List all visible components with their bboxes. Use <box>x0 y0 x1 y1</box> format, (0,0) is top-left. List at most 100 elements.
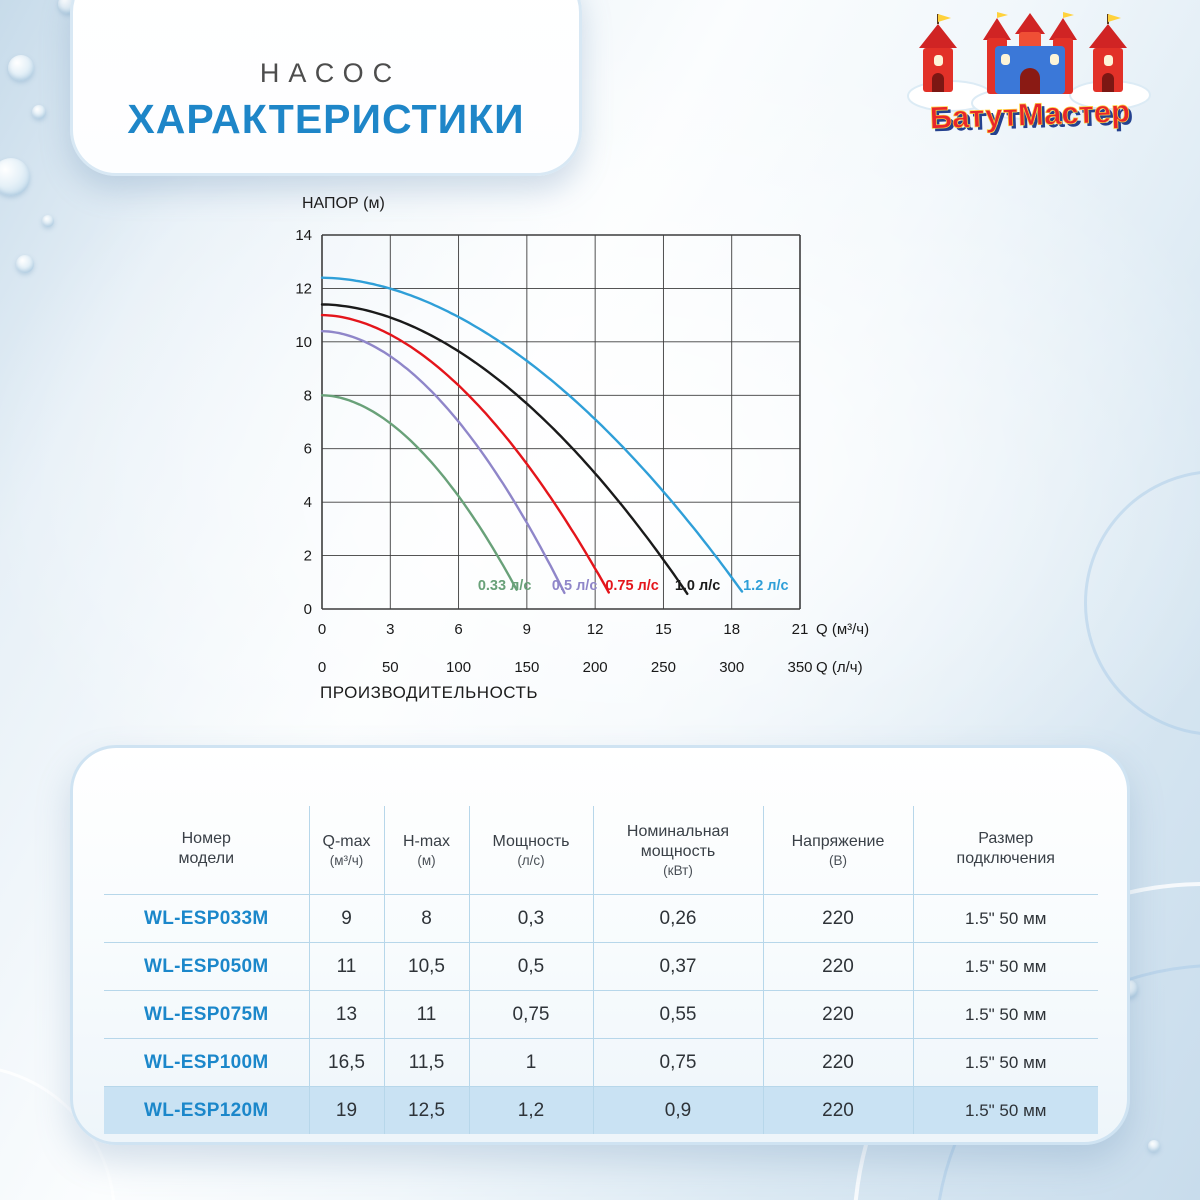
curve-0.5 л/с <box>320 330 566 595</box>
col-header-hmax: H-max (м) <box>384 806 470 895</box>
model-cell: WL-ESP120M <box>104 1086 310 1134</box>
chart-plot-area: 0 2 4 6 8 10 12 14 0 3 6 9 12 15 18 21 0 50 100 150 200 250 30… <box>295 227 869 676</box>
x-tick-label-m3h: 12 <box>587 621 604 638</box>
curve-label: 0.5 л/с <box>552 578 598 594</box>
qmax-cell: 9 <box>309 894 385 943</box>
castle-icon-center <box>983 12 1077 94</box>
header-card: НАСОС ХАРАКТЕРИСТИКИ <box>70 0 582 176</box>
brand-name: БатутМастер <box>929 94 1130 135</box>
hmax-cell: 12,5 <box>384 1086 470 1134</box>
power-cell: 1 <box>469 1038 594 1087</box>
hmax-cell: 8 <box>384 894 470 943</box>
hmax-cell: 11 <box>384 990 470 1039</box>
x-tick-label-m3h: 3 <box>386 621 394 638</box>
curve-label: 1.0 л/с <box>675 578 721 594</box>
power-cell: 0,75 <box>469 990 594 1039</box>
power-cell: 0,5 <box>469 942 594 991</box>
curve-1.2 л/с <box>320 276 744 593</box>
x-tick-label-m3h: 0 <box>318 621 326 638</box>
y-tick-label: 4 <box>304 494 312 511</box>
hmax-cell: 10,5 <box>384 942 470 991</box>
table-row: WL-ESP075M 13 11 0,75 0,55 220 1.5" 50 м… <box>104 990 1098 1039</box>
x-tick-label-m3h: 15 <box>655 621 672 638</box>
spec-table-card: Номер модели Q-max (м³/ч) H-max (м) Мощнос… <box>70 745 1130 1145</box>
connection-size-cell: 1.5" 50 мм <box>913 990 1098 1039</box>
voltage-cell: 220 <box>763 894 914 943</box>
model-cell: WL-ESP050M <box>104 942 310 991</box>
model-cell: WL-ESP100M <box>104 1038 310 1087</box>
table-header-row: Номер модели Q-max (м³/ч) H-max (м) Мощнос… <box>104 806 1098 895</box>
voltage-cell: 220 <box>763 990 914 1039</box>
voltage-cell: 220 <box>763 942 914 991</box>
x-tick-label-lh: 300 <box>719 659 744 676</box>
chart-y-axis-title: НАПОР (м) <box>302 195 385 212</box>
hmax-cell: 11,5 <box>384 1038 470 1087</box>
table-row: WL-ESP120M 19 12,5 1,2 0,9 220 1.5" 50 м… <box>104 1086 1098 1134</box>
table-row: WL-ESP033M 9 8 0,3 0,26 220 1.5" 50 мм <box>104 894 1098 943</box>
power-cell: 1,2 <box>469 1086 594 1134</box>
nominal-power-cell: 0,37 <box>593 942 764 991</box>
y-tick-label: 0 <box>304 601 312 618</box>
brand-logo: БатутМастер БатутМастер <box>895 10 1165 138</box>
castle-icon-right <box>1089 14 1127 92</box>
wave-decoration <box>1084 470 1200 736</box>
x-tick-label-lh: 200 <box>583 659 608 676</box>
water-drop-decoration <box>8 55 34 81</box>
table-row: WL-ESP050M 11 10,5 0,5 0,37 220 1.5" 50 … <box>104 942 1098 991</box>
nominal-power-cell: 0,9 <box>593 1086 764 1134</box>
spec-table: Номер модели Q-max (м³/ч) H-max (м) Мощнос… <box>104 806 1098 1134</box>
qmax-cell: 13 <box>309 990 385 1039</box>
pump-curves-chart: НАПОР (м) 0 2 4 6 8 10 12 14 0 3 6 9 12 15 18 21 0 50 100 1… <box>280 195 940 720</box>
x-tick-label-m3h: 6 <box>454 621 462 638</box>
col-header-connection-size: Размер подключения <box>913 806 1098 895</box>
castle-icon-left <box>919 14 957 92</box>
col-header-nominal-power: Номинальная мощность (кВт) <box>593 806 764 895</box>
y-tick-label: 2 <box>304 548 312 565</box>
header-subtitle: НАСОС <box>259 58 402 88</box>
qmax-cell: 11 <box>309 942 385 991</box>
nominal-power-cell: 0,26 <box>593 894 764 943</box>
voltage-cell: 220 <box>763 1038 914 1087</box>
chart-x-axis-caption: ПРОИЗВОДИТЕЛЬНОСТЬ <box>320 683 539 702</box>
x-tick-label-lh: 250 <box>651 659 676 676</box>
qmax-cell: 19 <box>309 1086 385 1134</box>
y-tick-label: 14 <box>295 227 312 244</box>
model-cell: WL-ESP075M <box>104 990 310 1039</box>
col-header-voltage: Напряжение (В) <box>763 806 914 895</box>
model-cell: WL-ESP033M <box>104 894 310 943</box>
connection-size-cell: 1.5" 50 мм <box>913 1038 1098 1087</box>
brand-logo-graphic: БатутМастер БатутМастер <box>907 12 1151 138</box>
x-tick-label-lh: 150 <box>514 659 539 676</box>
y-tick-label: 10 <box>295 334 312 351</box>
x-tick-label-m3h: 18 <box>723 621 740 638</box>
water-drop-decoration <box>32 105 46 119</box>
water-drop-decoration <box>42 215 54 227</box>
curve-1.0 л/с <box>320 303 689 595</box>
y-tick-label: 12 <box>295 280 312 297</box>
x-tick-label-m3h: 9 <box>523 621 531 638</box>
connection-size-cell: 1.5" 50 мм <box>913 1086 1098 1134</box>
table-row: WL-ESP100M 16,5 11,5 1 0,75 220 1.5" 50 … <box>104 1038 1098 1087</box>
x-tick-label-lh: 100 <box>446 659 471 676</box>
curve-0.75 л/с <box>320 313 610 594</box>
col-header-power: Мощность (л/с) <box>469 806 594 895</box>
connection-size-cell: 1.5" 50 мм <box>913 942 1098 991</box>
col-header-model: Номер модели <box>104 806 310 895</box>
curve-0.33 л/с <box>320 394 518 591</box>
x-axis-unit-primary: Q (м³/ч) <box>816 621 869 638</box>
y-tick-label: 6 <box>304 441 312 458</box>
voltage-cell: 220 <box>763 1086 914 1134</box>
x-tick-label-m3h: 21 <box>792 621 809 638</box>
x-tick-label-lh: 50 <box>382 659 399 676</box>
page-title: ХАРАКТЕРИСТИКИ <box>127 96 525 142</box>
curve-label: 1.2 л/с <box>743 578 789 594</box>
x-tick-label-lh: 0 <box>318 659 326 676</box>
qmax-cell: 16,5 <box>309 1038 385 1087</box>
x-tick-label-lh: 350 <box>787 659 812 676</box>
water-drop-decoration <box>0 158 30 196</box>
nominal-power-cell: 0,55 <box>593 990 764 1039</box>
curve-label: 0.75 л/с <box>605 578 659 594</box>
connection-size-cell: 1.5" 50 мм <box>913 894 1098 943</box>
brand-name-shadow: БатутМастер <box>932 96 1133 135</box>
